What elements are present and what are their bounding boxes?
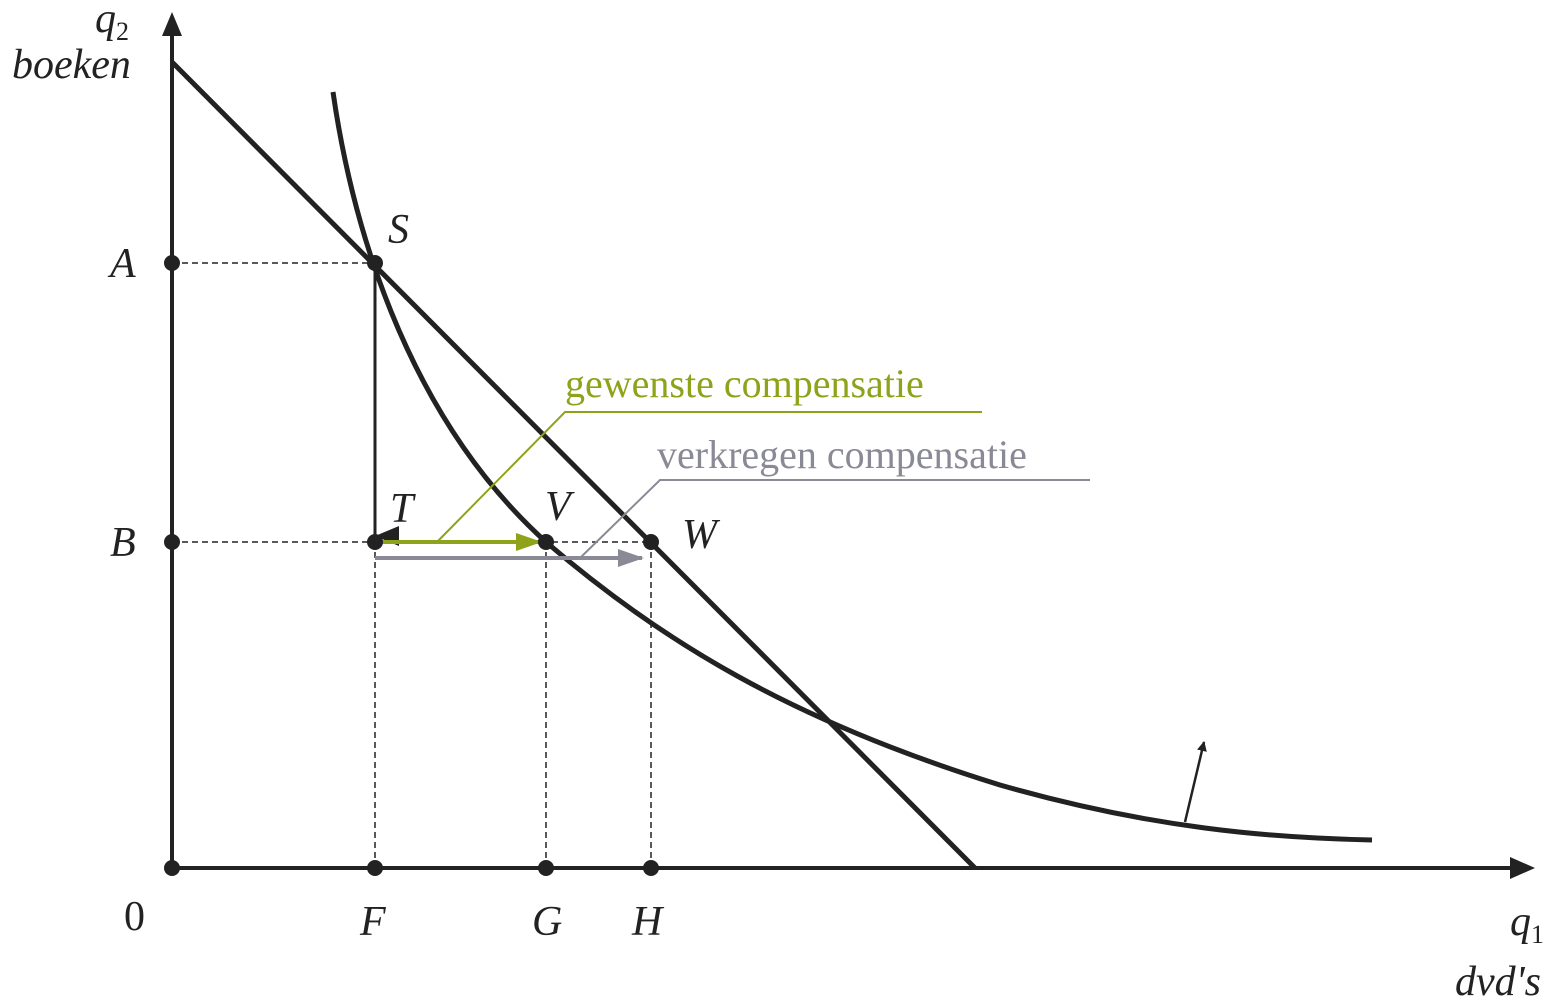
origin-label: 0 bbox=[124, 894, 145, 940]
point-label: W bbox=[682, 512, 721, 558]
dashed-guides bbox=[172, 262, 652, 868]
point-label: S bbox=[388, 207, 409, 253]
point-label: T bbox=[390, 486, 416, 532]
indifference-curve bbox=[330, 91, 1373, 843]
axes bbox=[162, 12, 1535, 879]
point-label: A bbox=[107, 241, 136, 287]
point-label: B bbox=[110, 520, 136, 566]
y-axis-name: boeken bbox=[12, 42, 131, 88]
y-axis-symbol: q2 bbox=[95, 0, 129, 46]
x-axis-symbol: q1 bbox=[1510, 899, 1544, 949]
point-label: F bbox=[359, 899, 386, 945]
point-label: V bbox=[545, 484, 575, 530]
annotation-received: verkregen compensatie bbox=[657, 432, 1027, 477]
annotation-desired: gewenste compensatie bbox=[565, 361, 924, 406]
leader-received bbox=[579, 479, 1090, 559]
x-axis-name: dvd's bbox=[1455, 959, 1541, 1002]
shift-arrow bbox=[1183, 741, 1207, 823]
leader-desired bbox=[436, 411, 982, 543]
point-label: G bbox=[532, 899, 562, 945]
budget-line bbox=[170, 60, 977, 870]
points bbox=[164, 255, 659, 876]
point-label: H bbox=[631, 899, 665, 945]
